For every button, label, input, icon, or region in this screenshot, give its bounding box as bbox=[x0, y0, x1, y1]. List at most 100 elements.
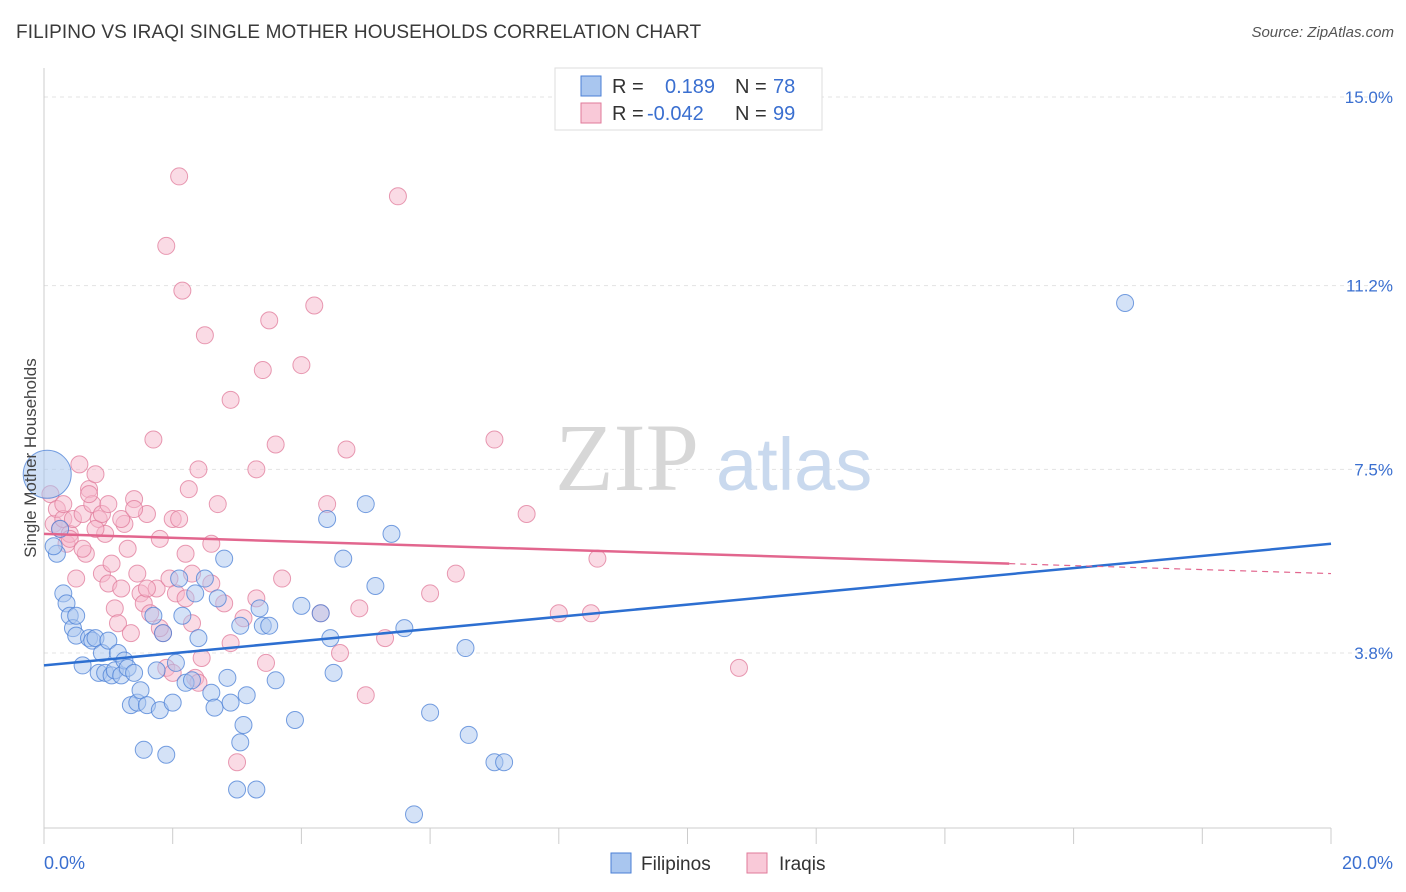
stats-row-iraqis: R = -0.042 N = 99 bbox=[580, 102, 795, 125]
iraqis-point-53 bbox=[228, 753, 247, 772]
filipinos-point-6 bbox=[67, 606, 86, 625]
iraqis-point-87 bbox=[137, 579, 156, 598]
filipinos-point-69 bbox=[421, 703, 440, 722]
iraqis-trend-line bbox=[43, 532, 1010, 565]
filipinos-point-71 bbox=[459, 725, 478, 744]
iraqis-point-56 bbox=[257, 653, 276, 672]
filipinos-point-62 bbox=[324, 663, 343, 682]
iraqis-n-value: 99 bbox=[773, 103, 795, 125]
iraqis-point-59 bbox=[273, 569, 292, 588]
filipinos-point-60 bbox=[318, 509, 337, 528]
iraqis-point-76 bbox=[588, 549, 607, 568]
filipinos-point-45 bbox=[215, 549, 234, 568]
iraqis-swatch bbox=[580, 102, 602, 124]
filipinos-point-43 bbox=[205, 698, 224, 717]
x-tick-label-1: 20.0% bbox=[1342, 853, 1393, 873]
grid-layer bbox=[44, 96, 1395, 654]
y-axis-label: Single Mother Households bbox=[21, 358, 40, 557]
filipinos-point-41 bbox=[195, 569, 214, 588]
filipinos-point-47 bbox=[221, 693, 240, 712]
iraqis-point-43 bbox=[179, 480, 198, 499]
filipinos-point-48 bbox=[228, 780, 247, 799]
axes-layer bbox=[43, 68, 1332, 844]
iraqis-point-21 bbox=[109, 614, 128, 633]
iraqis-point-27 bbox=[128, 564, 147, 583]
filipinos-point-26 bbox=[134, 740, 153, 759]
filipinos-point-32 bbox=[157, 745, 176, 764]
iraqis-point-86 bbox=[125, 500, 144, 519]
iraqis-point-61 bbox=[305, 296, 324, 315]
iraqis-point-9 bbox=[70, 455, 89, 474]
iraqis-point-58 bbox=[266, 435, 285, 454]
iraqis-point-20 bbox=[105, 599, 124, 618]
iraqis-point-82 bbox=[86, 519, 105, 538]
filipinos-point-52 bbox=[247, 780, 266, 799]
filipinos-point-29 bbox=[147, 661, 166, 680]
trend-lines bbox=[43, 532, 1332, 667]
iraqis-point-71 bbox=[446, 564, 465, 583]
filipinos-point-53 bbox=[250, 599, 269, 618]
filipinos-point-70 bbox=[456, 639, 475, 658]
filipinos-point-38 bbox=[183, 671, 202, 690]
filipinos-point-56 bbox=[266, 671, 285, 690]
iraqis-r-label: R = bbox=[612, 103, 644, 125]
iraqis-point-80 bbox=[73, 539, 92, 558]
iraqis-point-24 bbox=[118, 539, 137, 558]
filipinos-r-label: R = bbox=[612, 76, 644, 98]
iraqis-point-57 bbox=[260, 311, 279, 330]
legend-iraqis-swatch bbox=[746, 852, 768, 874]
y-tick-label-3: 15.0% bbox=[1345, 88, 1393, 107]
filipinos-point-36 bbox=[173, 606, 192, 625]
iraqis-point-48 bbox=[195, 326, 214, 345]
legend-filipinos-label: Filipinos bbox=[641, 854, 711, 875]
iraqis-point-91 bbox=[170, 509, 189, 528]
iraqis-point-78 bbox=[54, 495, 73, 514]
iraqis-point-19 bbox=[102, 554, 121, 573]
filipinos-point-75 bbox=[44, 537, 63, 556]
series-legend: Filipinos Iraqis bbox=[610, 852, 825, 875]
iraqis-point-65 bbox=[337, 440, 356, 459]
filipinos-point-31 bbox=[154, 624, 173, 643]
iraqis-point-66 bbox=[350, 599, 369, 618]
iraqis-point-32 bbox=[144, 430, 163, 449]
filipinos-point-67 bbox=[395, 619, 414, 638]
y-tick-label-0: 3.8% bbox=[1354, 644, 1393, 663]
iraqis-trend-extension bbox=[1009, 563, 1332, 575]
filipinos-point-15 bbox=[99, 631, 118, 650]
iraqis-point-81 bbox=[80, 485, 99, 504]
iraqis-point-25 bbox=[121, 624, 140, 643]
filipinos-point-55 bbox=[260, 616, 279, 635]
filipinos-point-44 bbox=[208, 589, 227, 608]
filipinos-point-35 bbox=[170, 569, 189, 588]
filipinos-point-34 bbox=[166, 653, 185, 672]
filipinos-point-77 bbox=[231, 616, 250, 635]
iraqis-point-77 bbox=[729, 658, 748, 677]
iraqis-point-40 bbox=[170, 167, 189, 186]
filipinos-r-value: 0.189 bbox=[665, 76, 715, 98]
watermark-zip: ZIP bbox=[555, 404, 699, 511]
filipinos-point-8 bbox=[73, 656, 92, 675]
y-tick-label-1: 7.5% bbox=[1354, 460, 1393, 479]
filipinos-point-42 bbox=[202, 683, 221, 702]
iraqis-point-85 bbox=[112, 509, 131, 528]
filipinos-point-40 bbox=[189, 629, 208, 648]
iraqis-point-72 bbox=[485, 430, 504, 449]
filipinos-point-65 bbox=[366, 576, 385, 595]
filipinos-point-66 bbox=[382, 524, 401, 543]
iraqis-point-55 bbox=[253, 361, 272, 380]
points-layer bbox=[22, 167, 1135, 824]
iraqis-point-67 bbox=[356, 686, 375, 705]
iraqis-point-64 bbox=[331, 644, 350, 662]
filipinos-point-23 bbox=[125, 663, 144, 682]
filipinos-point-46 bbox=[218, 668, 237, 687]
iraqis-n-label: N = bbox=[735, 103, 767, 125]
source-label: Source: ZipAtlas.com bbox=[1251, 24, 1394, 41]
filipinos-point-50 bbox=[234, 715, 253, 734]
iraqis-point-41 bbox=[173, 281, 192, 300]
filipinos-point-63 bbox=[334, 549, 353, 568]
iraqis-point-73 bbox=[517, 505, 536, 523]
iraqis-point-52 bbox=[221, 390, 240, 409]
stats-legend: R = 0.189 N = 78 R = -0.042 N = 99 bbox=[554, 67, 823, 131]
filipinos-trend-line bbox=[43, 542, 1332, 667]
